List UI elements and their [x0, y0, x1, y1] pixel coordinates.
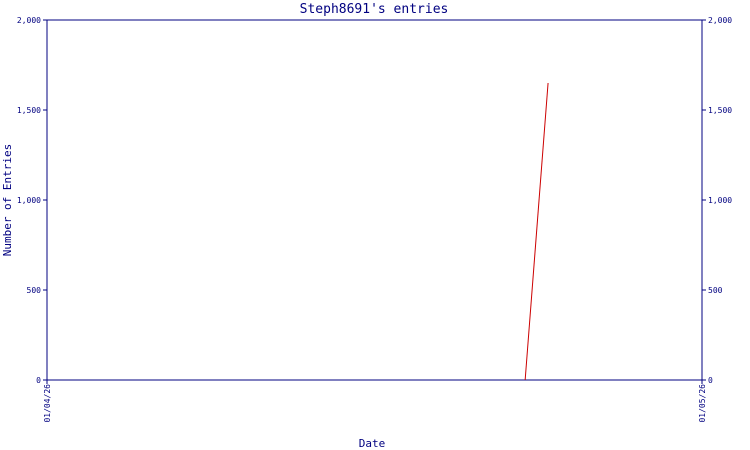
y2-tick-label: 500 — [708, 286, 723, 295]
y-tick-label: 1,000 — [17, 196, 41, 205]
y2-tick-label: 1,000 — [708, 196, 732, 205]
y2-tick-label: 1,500 — [708, 106, 732, 115]
y2-tick-label: 2,000 — [708, 16, 732, 25]
x-tick-label: 01/05/26 — [698, 384, 707, 423]
plot-frame — [46, 19, 703, 381]
y-tick-label: 500 — [27, 286, 42, 295]
x-axis-label: Date — [359, 437, 386, 450]
x-tick-label: 01/04/26 — [43, 384, 52, 423]
data-line — [524, 82, 549, 381]
chart-title: Steph8691's entries — [300, 2, 449, 17]
y-tick-label: 0 — [36, 376, 41, 385]
y-tick-label: 1,500 — [17, 106, 41, 115]
y2-tick-label: 0 — [708, 376, 713, 385]
y-axis-label: Number of Entries — [1, 144, 14, 257]
y-tick-label: 2,000 — [17, 16, 41, 25]
